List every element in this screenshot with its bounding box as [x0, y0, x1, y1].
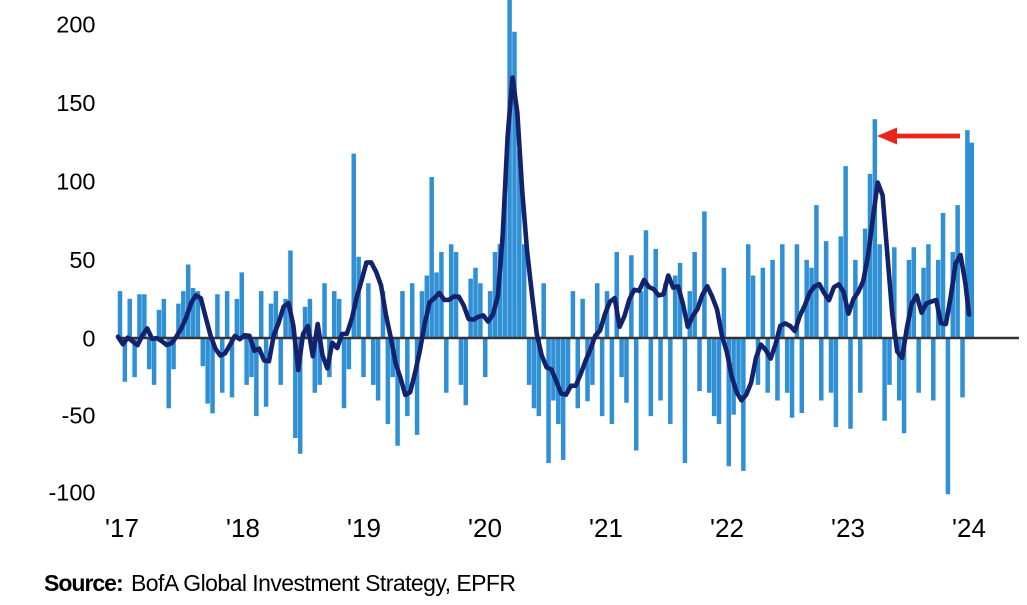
- svg-text:'20: '20: [468, 513, 502, 543]
- svg-text:BofA Global Investment Strateg: BofA Global Investment Strategy, EPFR: [131, 570, 515, 596]
- svg-text:'21: '21: [589, 513, 623, 543]
- svg-text:'19: '19: [347, 513, 381, 543]
- svg-text:150: 150: [56, 90, 95, 116]
- svg-text:'23: '23: [831, 513, 865, 543]
- svg-text:100: 100: [56, 169, 95, 195]
- svg-text:0: 0: [82, 326, 95, 352]
- svg-text:-100: -100: [48, 480, 95, 506]
- svg-text:'17: '17: [105, 513, 139, 543]
- svg-text:Source:: Source:: [44, 570, 123, 596]
- svg-text:'22: '22: [710, 513, 744, 543]
- svg-text:-50: -50: [62, 403, 96, 429]
- svg-text:200: 200: [56, 12, 95, 38]
- svg-text:'24: '24: [952, 513, 986, 543]
- svg-text:50: 50: [69, 247, 95, 273]
- svg-text:'18: '18: [226, 513, 260, 543]
